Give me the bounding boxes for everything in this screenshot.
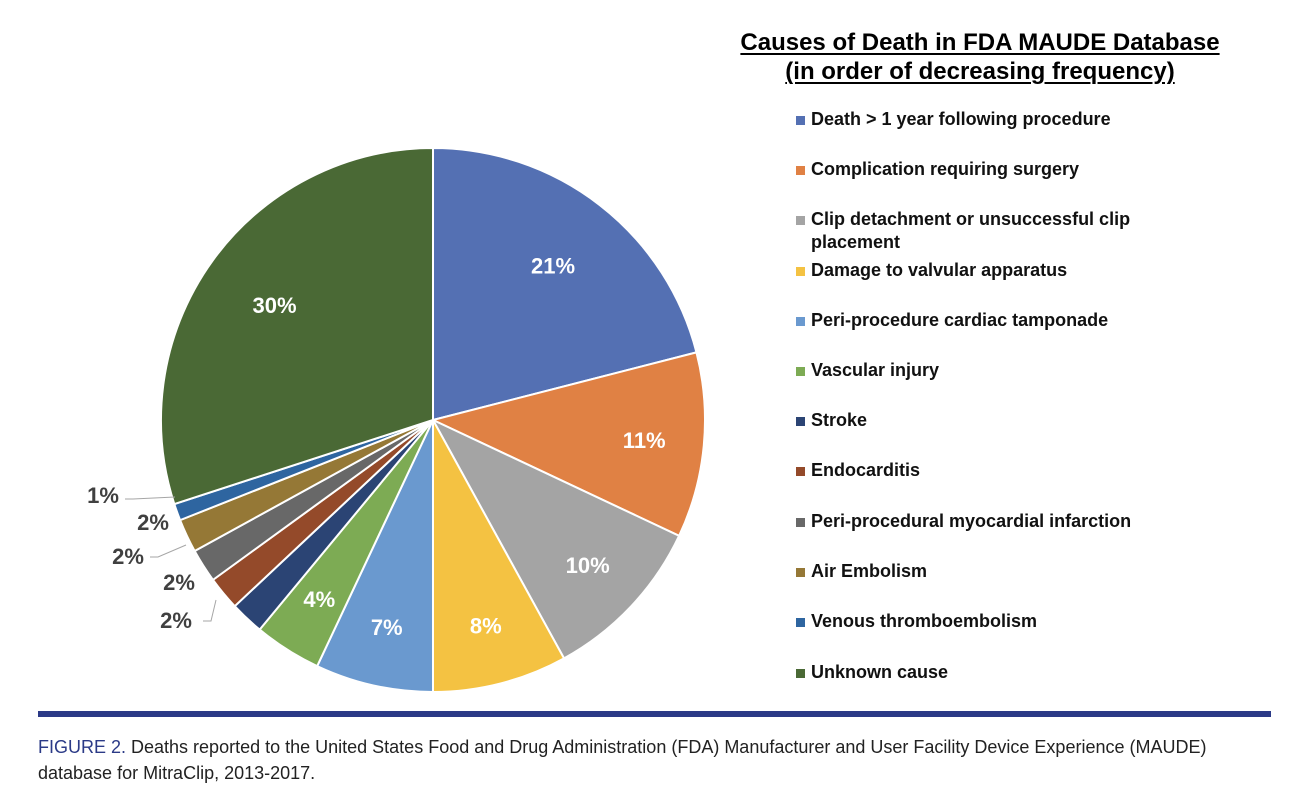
slice-label-endocarditis: 2% [163, 570, 195, 595]
pie-slice-peri-procedure-cardiac-tamponade [315, 419, 434, 694]
legend-swatch [796, 116, 805, 125]
leader-line-venous-thromboembolism [125, 496, 176, 500]
slice-label-damage-to-valvular-apparatus: 8% [470, 613, 502, 638]
slice-label-unknown-cause: 30% [253, 293, 297, 318]
legend-item-unknown-cause: Unknown cause [796, 661, 1191, 684]
legend-label: Complication requiring surgery [811, 159, 1080, 179]
legend-item-peri-procedural-myocardial-infarction: Peri-procedural myocardial infarction [796, 510, 1191, 533]
legend-swatch [796, 166, 805, 175]
legend-label: Stroke [811, 410, 868, 430]
figure-label: FIGURE 2. [38, 737, 127, 757]
caption-rule [38, 711, 1271, 717]
legend-item-stroke: Stroke [796, 409, 1191, 432]
slice-label-venous-thromboembolism: 1% [87, 483, 119, 508]
legend-label: Peri-procedure cardiac tamponade [811, 310, 1109, 330]
pie-slice-complication-requiring-surgery [430, 351, 706, 538]
leader-line-peri-procedural-myocardial-infarction [150, 544, 187, 558]
pie-slice-clip-detachment-or-unsuccessful-clip-placement [430, 417, 681, 660]
legend-swatch [796, 467, 805, 476]
legend-swatch [796, 367, 805, 376]
caption-text: Deaths reported to the United States Foo… [38, 737, 1207, 783]
legend-label: Death > 1 year following procedure [811, 109, 1111, 129]
legend-item-clip-detachment-or-unsuccessful-clip-placement: Clip detachment or unsuccessful clip pla… [796, 208, 1191, 254]
legend-swatch [796, 669, 805, 678]
legend-label: Unknown cause [811, 662, 949, 682]
legend-label: Peri-procedural myocardial infarction [811, 511, 1132, 531]
legend-swatch [796, 618, 805, 627]
legend-swatch [796, 267, 805, 276]
legend-swatch [796, 518, 805, 527]
legend-item-damage-to-valvular-apparatus: Damage to valvular apparatus [796, 259, 1191, 282]
slice-label-peri-procedural-myocardial-infarction: 2% [112, 544, 144, 569]
legend-item-peri-procedure-cardiac-tamponade: Peri-procedure cardiac tamponade [796, 309, 1191, 332]
slice-label-vascular-injury: 4% [303, 587, 335, 612]
legend-label: Clip detachment or unsuccessful clip pla… [811, 209, 1131, 252]
pie-slice-death-1-year-following-procedure [432, 146, 698, 422]
legend-label: Vascular injury [811, 360, 940, 380]
legend-item-vascular-injury: Vascular injury [796, 359, 1191, 382]
legend-swatch [796, 417, 805, 426]
legend-swatch [796, 568, 805, 577]
legend-swatch [796, 317, 805, 326]
slice-label-clip-detachment-or-unsuccessful-clip-placement: 10% [566, 553, 610, 578]
pie-chart: 21% 11% 10% 8% 7% 4% 2% 2% 2% 2% 1% 30% [87, 146, 706, 694]
slice-label-stroke: 2% [160, 608, 192, 633]
slice-label-complication-requiring-surgery: 11% [623, 428, 666, 453]
figure-caption: FIGURE 2. Deaths reported to the United … [38, 734, 1278, 786]
legend-item-complication-requiring-surgery: Complication requiring surgery [796, 158, 1191, 181]
legend-item-death-1-year-following-procedure: Death > 1 year following procedure [796, 108, 1191, 131]
slice-label-air-embolism: 2% [137, 510, 169, 535]
slice-label-peri-procedure-cardiac-tamponade: 7% [371, 615, 403, 640]
legend-label: Endocarditis [811, 460, 921, 480]
legend-item-endocarditis: Endocarditis [796, 459, 1191, 482]
legend-item-air-embolism: Air Embolism [796, 560, 1191, 583]
chart-subtitle: (in order of decreasing frequency) [785, 58, 1175, 85]
legend-label: Venous thromboembolism [811, 611, 1038, 631]
slice-label-death-1-year-following-procedure: 21% [531, 253, 575, 278]
pie-slice-unknown-cause [160, 146, 434, 506]
chart-title-line1: Causes of Death in FDA MAUDE Database [740, 29, 1220, 56]
chart-title: Causes of Death in FDA MAUDE Database (i… [700, 28, 1260, 86]
legend-label: Air Embolism [811, 561, 928, 581]
pie-slice-damage-to-valvular-apparatus [432, 419, 566, 694]
legend-swatch [796, 216, 805, 225]
legend-label: Damage to valvular apparatus [811, 260, 1068, 280]
legend-item-venous-thromboembolism: Venous thromboembolism [796, 610, 1191, 633]
leader-line-stroke [203, 599, 217, 622]
